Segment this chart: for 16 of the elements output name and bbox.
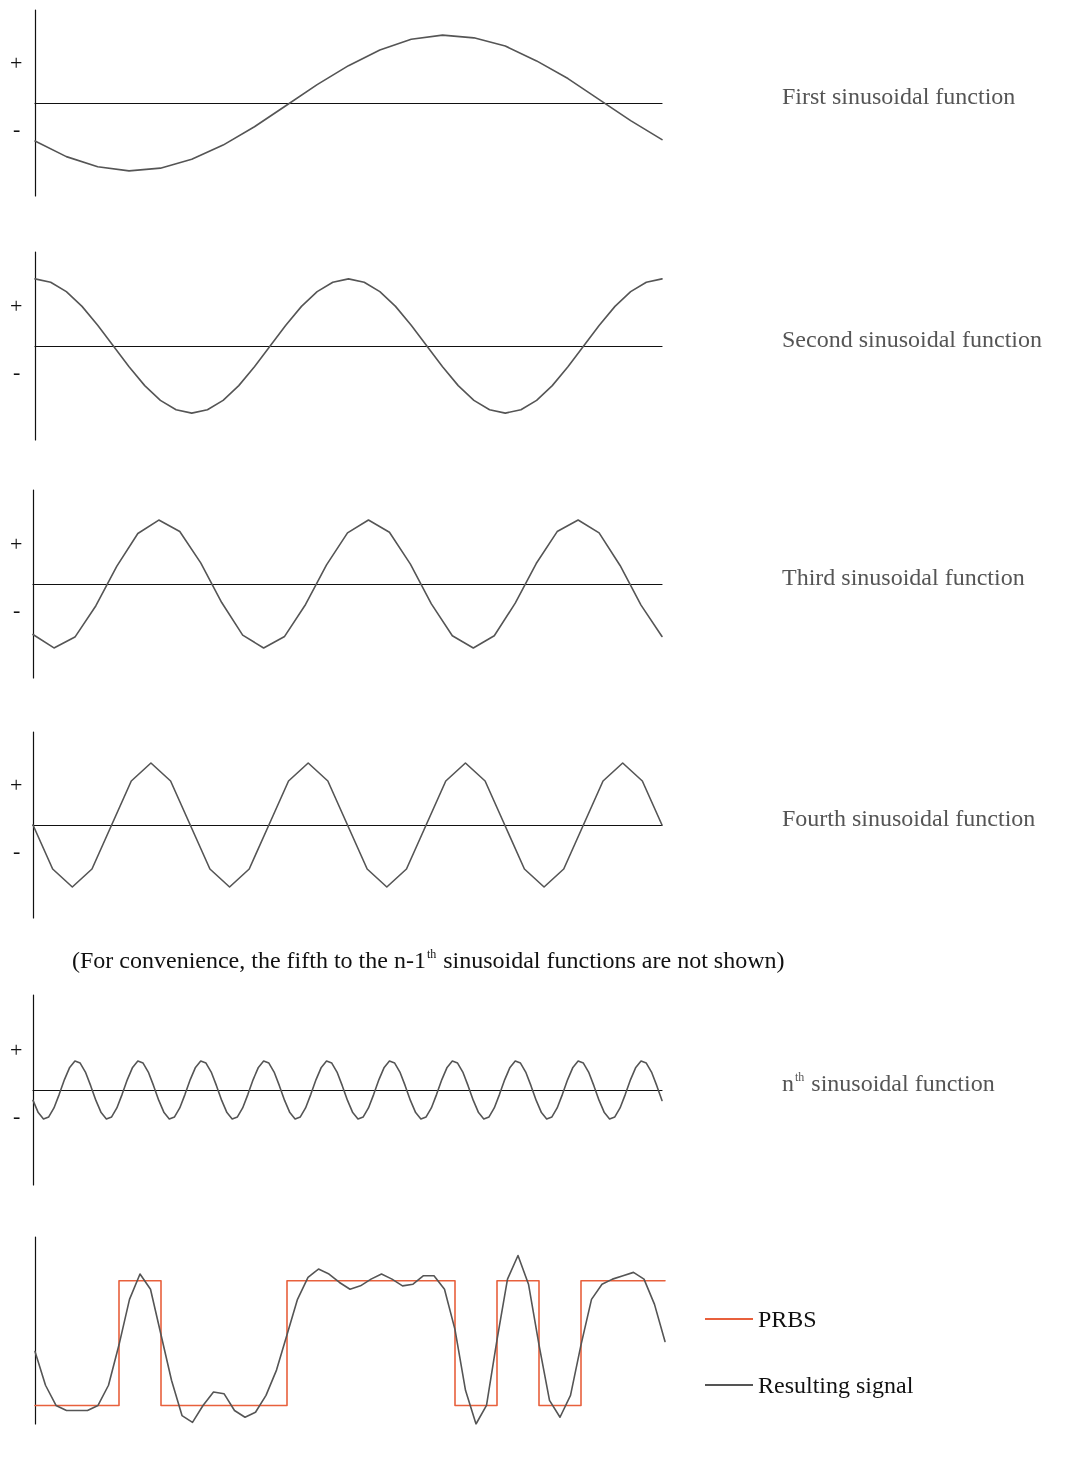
text: - (13, 358, 21, 384)
legend-label: PRBS (758, 1306, 817, 1332)
text: + (10, 1036, 23, 1062)
text: Fourth sinusoidal function (782, 805, 1036, 831)
text: Third sinusoidal function (782, 564, 1025, 590)
text: + (10, 530, 23, 556)
text: - (13, 115, 21, 141)
text: First sinusoidal function (782, 83, 1016, 109)
text: + (10, 292, 23, 318)
text: + (10, 771, 23, 797)
text: - (13, 837, 21, 863)
text: Second sinusoidal function (782, 326, 1042, 352)
text: - (13, 596, 21, 622)
legend-label: Resulting signal (758, 1372, 914, 1398)
text: - (13, 1102, 21, 1128)
text: + (10, 49, 23, 75)
